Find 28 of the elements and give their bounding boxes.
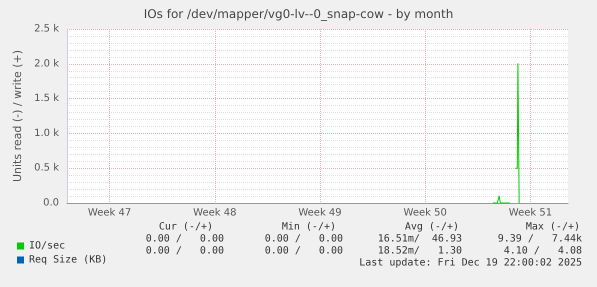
x-tick-label: Week 51 — [508, 208, 552, 218]
text: Min (-/+) — [282, 222, 336, 232]
text: 0.00 / 0.00 — [264, 246, 344, 256]
y-axis-title: Units read (-) / write (+) — [11, 50, 24, 182]
legend-label: Req Size (KB) — [29, 254, 108, 266]
text: 0.00 / 0.00 — [146, 246, 224, 256]
x-tick-label: Week 48 — [193, 208, 236, 218]
text: 18.52m/ 1.30 — [378, 246, 462, 256]
text: 9.39 / 7.44k — [498, 234, 582, 244]
text: 0.00 / 0.00 — [264, 234, 344, 244]
y-tick-label: 1.5 k — [34, 93, 60, 104]
text: Avg (-/+) — [404, 222, 460, 232]
x-tick-label: Week 49 — [298, 208, 342, 218]
y-tick-label: 1.0 k — [34, 128, 60, 139]
y-tick-label: 0.0 — [43, 198, 59, 208]
y-tick-label: 0.5 k — [34, 162, 60, 174]
text: 16.51m/ 46.93 — [378, 234, 462, 244]
x-tick-label: Week 50 — [404, 208, 447, 218]
text: Last update: Fri Dec 19 22:00:02 2025 — [359, 258, 582, 268]
text: 0.00 / 0.00 — [146, 234, 224, 244]
text: 4.10 / 4.08 — [504, 246, 582, 256]
text: Cur (-/+) — [158, 222, 214, 232]
y-tick-label: 2.5 k — [34, 24, 60, 34]
x-tick-label: Week 47 — [88, 208, 132, 218]
text: Max (-/+) — [526, 222, 580, 232]
y-tick-label: 2.0 k — [34, 58, 60, 70]
chart-title: IOs for /dev/mapper/vg0-lv--0_snap-cow - by month — [144, 7, 454, 21]
legend-label: IO/sec — [29, 240, 66, 252]
